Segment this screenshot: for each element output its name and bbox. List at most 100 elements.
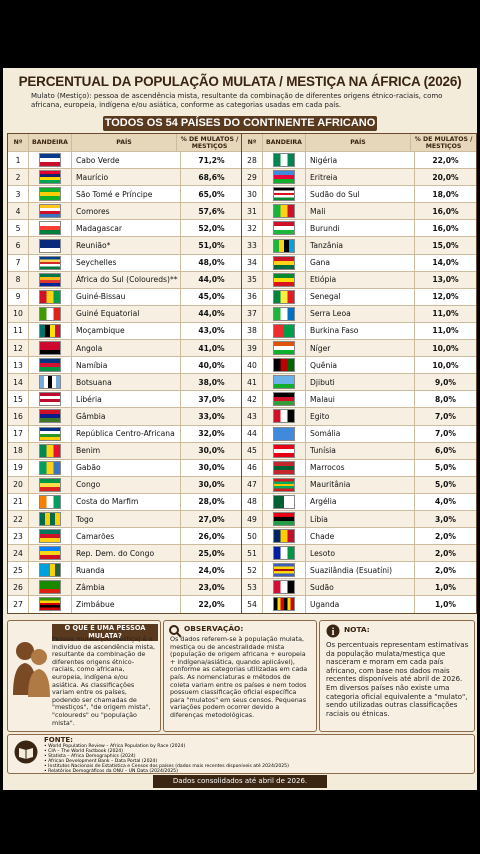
row-number: 52: [242, 562, 263, 579]
country-name: Etiópia: [306, 271, 415, 288]
flag-cell: [263, 152, 306, 169]
flag-cell: [29, 152, 72, 169]
country-name: Tanzânia: [306, 237, 415, 254]
flag-cell: [29, 391, 72, 408]
table-row: 25 Ruanda 24,0%: [8, 561, 242, 579]
source-text: Statista – Africa Demographics (2024): [48, 754, 136, 759]
flag-cell: [29, 186, 72, 203]
flag-cell: [263, 220, 306, 237]
row-number: 26: [8, 579, 29, 596]
flag: [273, 341, 295, 356]
flag: [273, 392, 295, 407]
percentage: 41,0%: [198, 343, 225, 353]
row-number: 34: [242, 254, 263, 271]
table-row: 29 Eritreia 20,0%: [242, 168, 476, 186]
flag-cell: [29, 271, 72, 288]
percentage: 16,0%: [432, 206, 459, 216]
row-number: 38: [242, 322, 263, 340]
flag-cell: [29, 493, 72, 510]
flag: [273, 272, 295, 287]
country-name: Comores: [72, 203, 181, 220]
flag: [39, 238, 61, 253]
flag: [39, 323, 61, 338]
flag: [273, 426, 295, 441]
flag: [39, 494, 61, 509]
flag-cell: [29, 562, 72, 579]
flag: [273, 512, 295, 527]
country-name: Libéria: [72, 391, 181, 408]
percentage: 15,0%: [432, 241, 459, 251]
percentage: 10,0%: [432, 360, 459, 370]
source-text: World Population Review – Africa Populat…: [48, 744, 186, 749]
country-name: Gâmbia: [72, 408, 181, 425]
flag-cell: [29, 203, 72, 220]
column-header: Nº: [242, 134, 263, 151]
table-left: Nº BANDEIRA PAÍS% DE MULATOS / MESTIÇOS 1 Ca…: [7, 133, 243, 614]
country-name: Uganda: [306, 596, 415, 613]
country-name: Níger: [306, 340, 415, 357]
row-number: 30: [242, 186, 263, 203]
country-name: Mali: [306, 203, 415, 220]
table-row: 17 República Centro-Africana 32,0%: [8, 424, 242, 442]
percentage: 5,0%: [434, 463, 457, 473]
percentage: 57,6%: [198, 206, 225, 216]
table-row: 54 Uganda 1,0%: [242, 595, 476, 613]
percentage: 6,0%: [434, 446, 457, 456]
flag: [273, 597, 295, 612]
flag-cell: [29, 169, 72, 186]
country-name: Seychelles: [72, 254, 181, 271]
box-title: NOTA:: [344, 625, 370, 634]
percentage: 51,0%: [198, 241, 225, 251]
percentage: 25,0%: [198, 548, 225, 558]
flag-cell: [263, 391, 306, 408]
flag-cell: [29, 322, 72, 340]
flag: [39, 426, 61, 441]
percentage: 20,0%: [432, 172, 459, 182]
flag: [273, 221, 295, 236]
book-icon: [14, 740, 38, 764]
row-number: 9: [8, 288, 29, 305]
flag-cell: [29, 305, 72, 322]
percentage: 11,0%: [432, 309, 459, 319]
percentage: 12,0%: [432, 292, 459, 302]
country-name: São Tomé e Príncipe: [72, 186, 181, 203]
percentage: 28,0%: [198, 497, 225, 507]
subtitle: Mulato (Mestiço): pessoa de ascendência …: [31, 92, 443, 109]
row-number: 49: [242, 510, 263, 528]
row-number: 25: [8, 562, 29, 579]
table-row: 24 Rep. Dem. do Congo 25,0%: [8, 544, 242, 562]
table-row: 42 Malaui 8,0%: [242, 390, 476, 408]
flag: [39, 187, 61, 202]
row-number: 45: [242, 442, 263, 459]
table-row: 16 Gâmbia 33,0%: [8, 407, 242, 425]
header-row: Nº BANDEIRA PAÍS% DE MULATOS / MESTIÇOS: [242, 134, 476, 151]
percentage: 7,0%: [434, 411, 457, 421]
flag-cell: [29, 476, 72, 493]
percentage: 38,0%: [198, 377, 225, 387]
country-name: Tunísia: [306, 442, 415, 459]
source-item: • Statista – Africa Demographics (2024): [44, 754, 289, 759]
percentage: 65,0%: [198, 189, 225, 199]
flag-cell: [29, 374, 72, 391]
percentage: 10,0%: [432, 343, 459, 353]
country-name: Ruanda: [72, 562, 181, 579]
flag-cell: [263, 322, 306, 340]
row-number: 42: [242, 391, 263, 408]
sources: FONTE: • World Population Review – Afric…: [7, 734, 475, 774]
flag: [273, 238, 295, 253]
percentage: 14,0%: [432, 258, 459, 268]
flag-cell: [29, 408, 72, 425]
row-number: 46: [242, 459, 263, 476]
country-name: Togo: [72, 510, 181, 528]
table-row: 46 Marrocos 5,0%: [242, 458, 476, 476]
flag: [273, 187, 295, 202]
flag-cell: [263, 357, 306, 374]
table-row: 45 Tunísia 6,0%: [242, 441, 476, 459]
table-row: 11 Moçambique 43,0%: [8, 321, 242, 340]
flag: [273, 153, 295, 168]
table-row: 39 Níger 10,0%: [242, 339, 476, 357]
table-row: 5 Madagascar 52,0%: [8, 219, 242, 237]
bullet: •: [44, 759, 49, 764]
row-number: 12: [8, 340, 29, 357]
percentage: 23,0%: [198, 582, 225, 592]
